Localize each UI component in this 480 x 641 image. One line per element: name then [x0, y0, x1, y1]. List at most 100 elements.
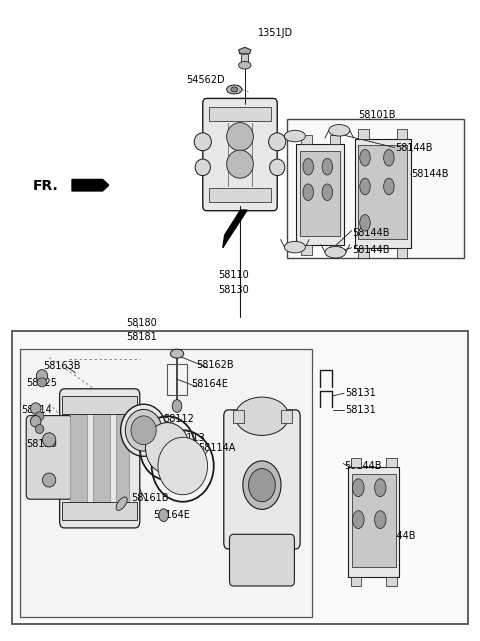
- Text: 58131: 58131: [345, 388, 376, 398]
- Text: 58101B: 58101B: [359, 110, 396, 120]
- Text: 54562D: 54562D: [187, 75, 225, 85]
- Bar: [351, 458, 361, 467]
- Ellipse shape: [374, 479, 386, 497]
- Bar: [351, 577, 361, 586]
- Text: 58144B: 58144B: [396, 142, 433, 153]
- Bar: [330, 135, 340, 144]
- Bar: [93, 414, 110, 503]
- Ellipse shape: [145, 422, 190, 474]
- Bar: [301, 135, 312, 144]
- Bar: [209, 188, 271, 202]
- Ellipse shape: [172, 399, 182, 412]
- Bar: [209, 107, 271, 121]
- Ellipse shape: [374, 511, 386, 529]
- Bar: [386, 458, 396, 467]
- Ellipse shape: [239, 62, 251, 69]
- Ellipse shape: [284, 242, 305, 253]
- Ellipse shape: [329, 124, 350, 136]
- Ellipse shape: [31, 403, 41, 414]
- Bar: [359, 145, 407, 239]
- Ellipse shape: [243, 461, 281, 510]
- Ellipse shape: [384, 178, 394, 195]
- Ellipse shape: [284, 130, 305, 142]
- Ellipse shape: [36, 370, 48, 383]
- Bar: [168, 364, 187, 394]
- Text: 58125: 58125: [26, 378, 57, 388]
- Bar: [62, 396, 137, 414]
- Ellipse shape: [322, 158, 333, 175]
- Ellipse shape: [384, 149, 394, 166]
- Bar: [233, 410, 244, 422]
- Ellipse shape: [269, 133, 286, 151]
- Bar: [241, 54, 248, 65]
- Bar: [359, 129, 369, 138]
- Ellipse shape: [360, 149, 370, 166]
- Ellipse shape: [353, 479, 364, 497]
- Bar: [396, 248, 407, 258]
- Ellipse shape: [195, 159, 210, 176]
- Bar: [21, 349, 312, 617]
- Bar: [296, 144, 344, 246]
- Ellipse shape: [159, 509, 168, 522]
- Text: 58181: 58181: [126, 332, 157, 342]
- Bar: [281, 410, 291, 422]
- Text: 58114A: 58114A: [198, 443, 235, 453]
- Ellipse shape: [42, 433, 56, 447]
- Text: 58112: 58112: [164, 414, 194, 424]
- Bar: [287, 119, 464, 258]
- Ellipse shape: [270, 159, 285, 176]
- Bar: [352, 474, 396, 567]
- Bar: [355, 138, 411, 248]
- Ellipse shape: [170, 349, 184, 358]
- Text: 58164E: 58164E: [192, 379, 228, 389]
- Text: 58164E: 58164E: [153, 510, 190, 520]
- Bar: [301, 246, 312, 254]
- Ellipse shape: [325, 247, 346, 258]
- Ellipse shape: [353, 511, 364, 529]
- Ellipse shape: [227, 85, 242, 94]
- Text: 58144B: 58144B: [353, 228, 390, 238]
- Ellipse shape: [158, 437, 207, 495]
- Text: 58113: 58113: [174, 433, 205, 443]
- Text: 58130: 58130: [218, 285, 249, 295]
- Text: 58162B: 58162B: [196, 360, 234, 370]
- Ellipse shape: [116, 497, 127, 510]
- Bar: [348, 467, 399, 577]
- Text: 58144B: 58144B: [353, 246, 390, 255]
- Bar: [12, 331, 468, 624]
- Text: 58144B: 58144B: [344, 461, 382, 471]
- Ellipse shape: [131, 416, 156, 445]
- Ellipse shape: [37, 378, 47, 387]
- Ellipse shape: [120, 404, 167, 456]
- Text: 1351JD: 1351JD: [258, 28, 293, 38]
- FancyBboxPatch shape: [229, 535, 294, 586]
- FancyBboxPatch shape: [224, 410, 300, 549]
- Polygon shape: [239, 47, 251, 54]
- Text: 58110: 58110: [218, 270, 249, 279]
- Bar: [62, 503, 137, 520]
- Ellipse shape: [194, 133, 211, 151]
- Text: 58120: 58120: [26, 439, 57, 449]
- Ellipse shape: [31, 415, 41, 427]
- Text: FR.: FR.: [33, 179, 58, 194]
- Bar: [300, 151, 340, 236]
- Ellipse shape: [35, 424, 44, 433]
- Ellipse shape: [303, 184, 313, 201]
- Ellipse shape: [35, 412, 44, 420]
- Text: 58314: 58314: [22, 405, 52, 415]
- Bar: [359, 248, 369, 258]
- Text: 58144B: 58144B: [378, 531, 416, 541]
- Ellipse shape: [235, 397, 288, 435]
- Ellipse shape: [360, 215, 370, 231]
- Text: 58163B: 58163B: [43, 362, 81, 371]
- Bar: [330, 246, 340, 254]
- Text: 58180: 58180: [126, 318, 157, 328]
- FancyBboxPatch shape: [203, 99, 277, 211]
- Ellipse shape: [249, 469, 276, 502]
- Text: 58131: 58131: [345, 405, 376, 415]
- FancyBboxPatch shape: [26, 415, 72, 499]
- Polygon shape: [72, 179, 109, 191]
- Ellipse shape: [227, 122, 253, 151]
- Ellipse shape: [360, 178, 370, 195]
- Bar: [70, 414, 87, 503]
